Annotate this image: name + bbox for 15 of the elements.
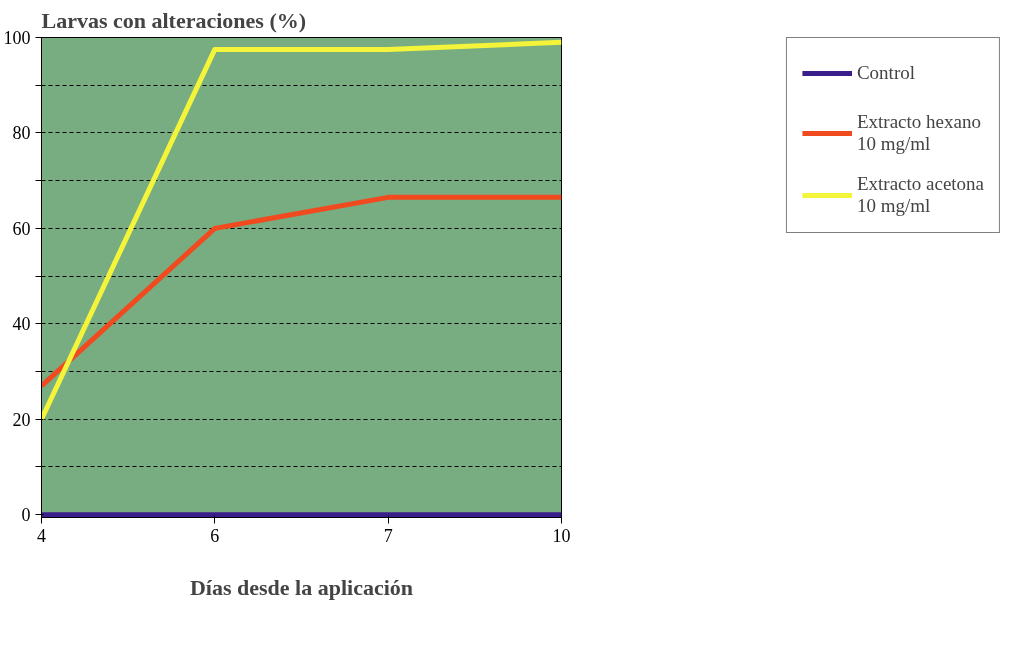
x-tick-label: 4	[37, 525, 46, 546]
y-tick-label: 80	[12, 123, 31, 144]
legend-label: Extracto hexano 10 mg/ml	[856, 111, 981, 155]
x-axis-title: Días desde la aplicación	[189, 574, 414, 600]
x-tick-label: 10	[552, 525, 571, 546]
y-tick-label: 20	[12, 409, 31, 430]
y-tick-label: 100	[3, 28, 31, 48]
legend-label: Extracto acetona 10 mg/ml	[856, 173, 985, 217]
y-tick-label: 40	[12, 314, 31, 335]
x-tick-label: 7	[383, 525, 393, 546]
y-tick-label: 60	[12, 218, 31, 239]
y-tick-label: 0	[21, 505, 31, 526]
x-tick-label: 6	[210, 525, 220, 546]
y-axis-title: Larvas con alteraciones (%)	[41, 7, 307, 33]
legend-label: Control	[856, 61, 915, 85]
